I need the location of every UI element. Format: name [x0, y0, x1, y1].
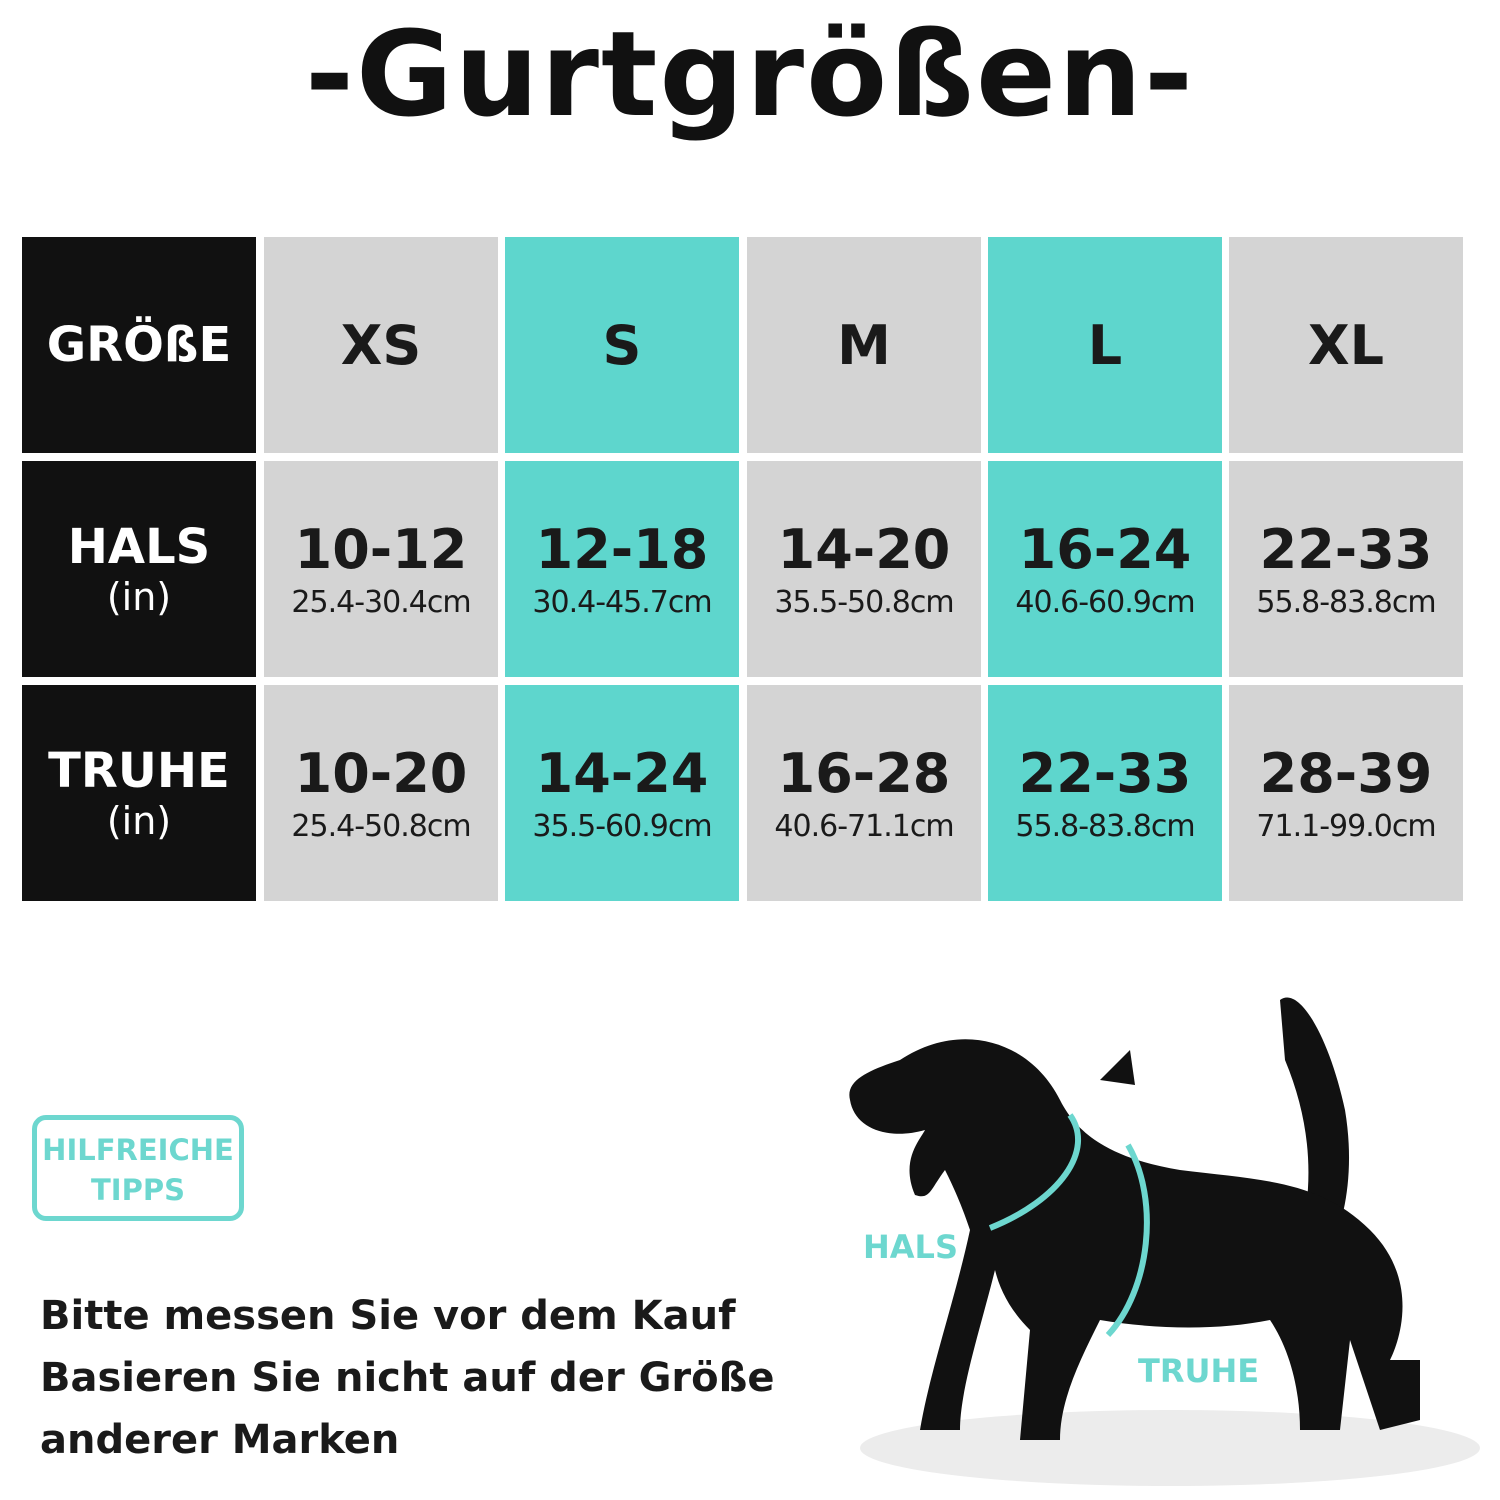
- inches: 16-24: [1018, 518, 1192, 581]
- centimeters: 35.5-50.8cm: [774, 585, 954, 620]
- size-name: S: [602, 313, 642, 377]
- neck-label: HALS: [863, 1228, 958, 1266]
- inches: 22-33: [1018, 742, 1192, 805]
- tip-line: anderer Marken: [40, 1417, 400, 1463]
- size-cell: 14-20 35.5-50.8cm: [747, 461, 981, 677]
- inches: 10-20: [294, 742, 468, 805]
- row-label: HALS: [67, 519, 211, 575]
- size-name: M: [837, 313, 891, 377]
- size-name: XL: [1307, 313, 1385, 377]
- inches: 10-12: [294, 518, 468, 581]
- row-unit: (in): [106, 575, 172, 619]
- inches: 28-39: [1259, 742, 1433, 805]
- title: -Gurtgrößen-: [304, 5, 1196, 143]
- tips-text: Bitte messen Sie vor dem Kauf Basieren S…: [40, 1285, 775, 1471]
- centimeters: 25.4-50.8cm: [291, 809, 471, 844]
- inches: 14-20: [777, 518, 951, 581]
- inches: 22-33: [1259, 518, 1433, 581]
- row-header: HALS (in): [22, 461, 256, 677]
- header-label: GRÖßE: [46, 317, 232, 373]
- centimeters: 55.8-83.8cm: [1256, 585, 1436, 620]
- size-cell: 28-39 71.1-99.0cm: [1229, 685, 1463, 901]
- tip-line: Bitte messen Sie vor dem Kauf: [40, 1293, 736, 1339]
- chest-strap: [1105, 1143, 1150, 1338]
- badge-line: TIPPS: [91, 1173, 185, 1207]
- size-cell: 22-33 55.8-83.8cm: [1229, 461, 1463, 677]
- centimeters: 40.6-60.9cm: [1015, 585, 1195, 620]
- neck-strap: [988, 1113, 1082, 1231]
- centimeters: 71.1-99.0cm: [1256, 809, 1436, 844]
- size-table: GRÖßE XS S M L XL HALS (in) 10-12 25.4-30.4cm 12-1…: [22, 237, 1463, 901]
- inches: 16-28: [777, 742, 951, 805]
- size-cell: 10-12 25.4-30.4cm: [264, 461, 498, 677]
- centimeters: 30.4-45.7cm: [532, 585, 712, 620]
- centimeters: 35.5-60.9cm: [532, 809, 712, 844]
- row-header: GRÖßE: [22, 237, 256, 453]
- dog-silhouette: [849, 997, 1420, 1440]
- row-label: TRUHE: [48, 743, 230, 799]
- centimeters: 40.6-71.1cm: [774, 809, 954, 844]
- row-header: TRUHE (in): [22, 685, 256, 901]
- size-cell: 22-33 55.8-83.8cm: [988, 685, 1222, 901]
- size-header: L: [988, 237, 1222, 453]
- size-header: XL: [1229, 237, 1463, 453]
- size-cell: 12-18 30.4-45.7cm: [505, 461, 739, 677]
- centimeters: 25.4-30.4cm: [291, 585, 471, 620]
- inches: 14-24: [535, 742, 709, 805]
- size-header: M: [747, 237, 981, 453]
- size-header: S: [505, 237, 739, 453]
- centimeters: 55.8-83.8cm: [1015, 809, 1195, 844]
- row-unit: (in): [106, 799, 172, 843]
- size-cell: 16-28 40.6-71.1cm: [747, 685, 981, 901]
- tips-badge: HILFREICHE TIPPS: [32, 1115, 244, 1221]
- inches: 12-18: [535, 518, 709, 581]
- size-header: XS: [264, 237, 498, 453]
- badge-line: HILFREICHE: [42, 1133, 234, 1167]
- size-cell: 10-20 25.4-50.8cm: [264, 685, 498, 901]
- chest-label: TRUHE: [1138, 1352, 1260, 1390]
- size-name: XS: [340, 313, 422, 377]
- size-cell: 16-24 40.6-60.9cm: [988, 461, 1222, 677]
- size-name: L: [1087, 313, 1123, 377]
- size-cell: 14-24 35.5-60.9cm: [505, 685, 739, 901]
- tip-line: Basieren Sie nicht auf der Größe: [40, 1355, 775, 1401]
